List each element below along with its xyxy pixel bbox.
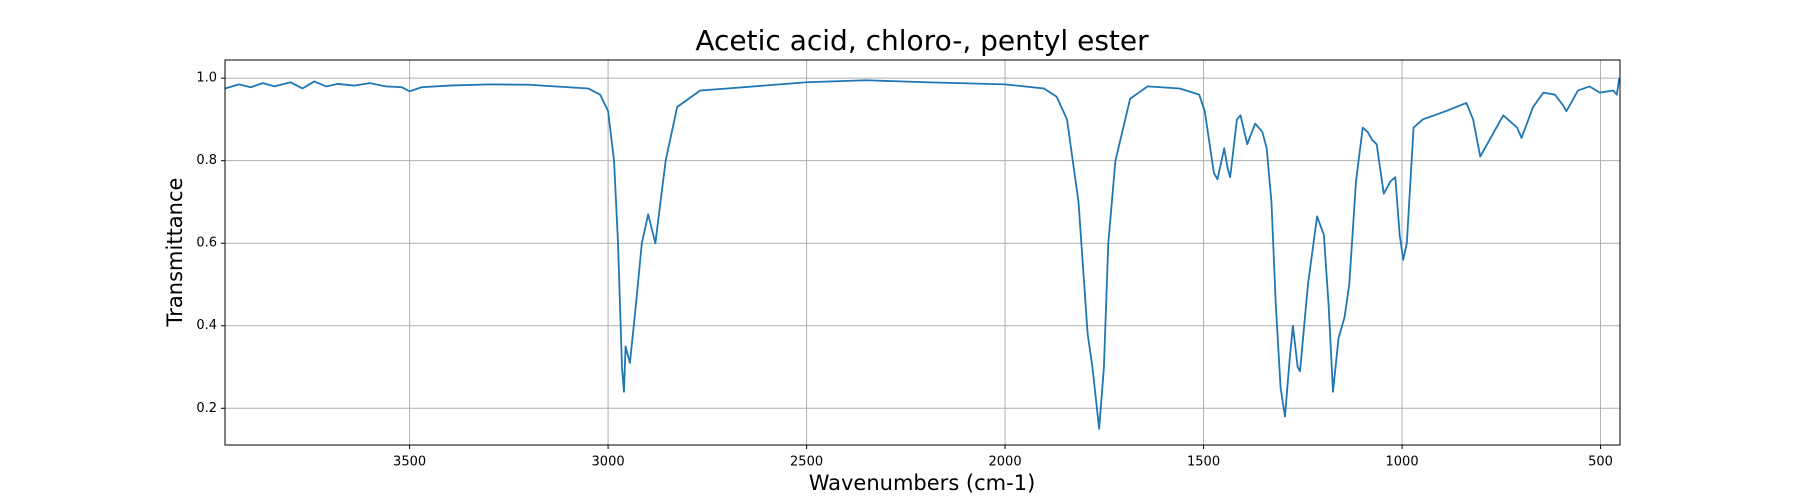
- chart-title: Acetic acid, chloro-, pentyl ester: [695, 24, 1149, 57]
- x-tick-label: 2500: [790, 455, 823, 470]
- spectrum-line: [224, 78, 1621, 430]
- y-tick-label: 0.2: [196, 401, 217, 416]
- y-tick-label: 0.6: [196, 236, 217, 251]
- y-tick-label: 0.4: [196, 318, 217, 333]
- y-tick-label: 1.0: [196, 71, 217, 86]
- x-tick-label: 3000: [592, 455, 625, 470]
- x-tick-label: 2000: [989, 455, 1022, 470]
- x-tick-label: 1500: [1187, 455, 1220, 470]
- y-axis-label: Transmittance: [163, 178, 187, 328]
- x-tick-label: 3500: [393, 455, 426, 470]
- x-tick-label: 1000: [1386, 455, 1419, 470]
- plot-frame: [224, 59, 1621, 446]
- y-tick-label: 0.8: [196, 153, 217, 168]
- x-tick-label: 500: [1588, 455, 1613, 470]
- x-axis-label: Wavenumbers (cm-1): [809, 471, 1036, 495]
